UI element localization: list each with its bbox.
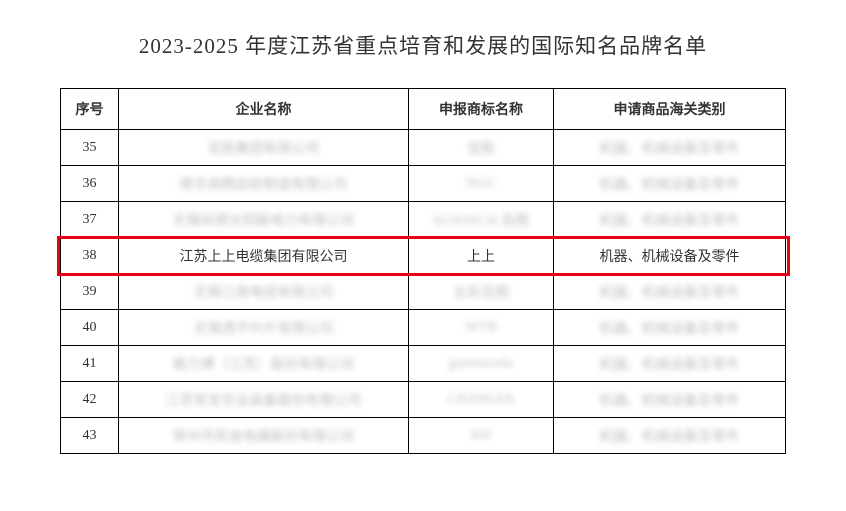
cell-company: 常州市凯迪电器股份有限公司 [119,418,409,454]
cell-category: 机器、机械设备及零件 [554,382,786,418]
cell-company: 无锡尚德太阳能电力有限公司 [119,202,409,238]
cell-trademark: NGC [409,166,554,202]
cell-seq: 37 [61,202,119,238]
table-container: 序号 企业名称 申报商标名称 申请商品海关类别 35宝胜集团有限公司宝胜机器、机… [60,88,786,454]
cell-category: 机器、机械设备及零件 [554,166,786,202]
cell-seq: 36 [61,166,119,202]
cell-seq: 41 [61,346,119,382]
header-category: 申请商品海关类别 [554,89,786,130]
cell-category: 机器、机械设备及零件 [554,238,786,274]
table-row: 42江苏常发农业装备股份有限公司CHANGFA机器、机械设备及零件 [61,382,786,418]
table-row: 41格力博（江苏）股份有限公司greenworks机器、机械设备及零件 [61,346,786,382]
cell-trademark: SUNTECH 及图 [409,202,554,238]
cell-category: 机器、机械设备及零件 [554,274,786,310]
table-row: 38江苏上上电缆集团有限公司上上机器、机械设备及零件 [61,238,786,274]
cell-trademark: 上上 [409,238,554,274]
table-row: 39无锡江南电缆有限公司五彩及图机器、机械设备及零件 [61,274,786,310]
cell-trademark: WTB [409,310,554,346]
brand-list-table: 序号 企业名称 申报商标名称 申请商品海关类别 35宝胜集团有限公司宝胜机器、机… [60,88,786,454]
cell-trademark: greenworks [409,346,554,382]
cell-company: 无锡江南电缆有限公司 [119,274,409,310]
cell-category: 机器、机械设备及零件 [554,202,786,238]
cell-trademark: 宝胜 [409,130,554,166]
cell-seq: 42 [61,382,119,418]
cell-seq: 38 [61,238,119,274]
table-row: 43常州市凯迪电器股份有限公司KD机器、机械设备及零件 [61,418,786,454]
table-row: 35宝胜集团有限公司宝胜机器、机械设备及零件 [61,130,786,166]
cell-company: 宝胜集团有限公司 [119,130,409,166]
cell-company: 江苏常发农业装备股份有限公司 [119,382,409,418]
header-seq: 序号 [61,89,119,130]
cell-category: 机器、机械设备及零件 [554,130,786,166]
cell-category: 机器、机械设备及零件 [554,346,786,382]
cell-seq: 39 [61,274,119,310]
table-row: 36南京高精齿轮制造有限公司NGC机器、机械设备及零件 [61,166,786,202]
cell-company: 格力博（江苏）股份有限公司 [119,346,409,382]
cell-seq: 40 [61,310,119,346]
cell-company: 无锡透平叶片有限公司 [119,310,409,346]
document-title: 2023-2025 年度江苏省重点培育和发展的国际知名品牌名单 [60,30,786,60]
header-company: 企业名称 [119,89,409,130]
cell-trademark: KD [409,418,554,454]
table-header-row: 序号 企业名称 申报商标名称 申请商品海关类别 [61,89,786,130]
header-trademark: 申报商标名称 [409,89,554,130]
cell-seq: 35 [61,130,119,166]
cell-trademark: CHANGFA [409,382,554,418]
cell-seq: 43 [61,418,119,454]
cell-trademark: 五彩及图 [409,274,554,310]
cell-category: 机器、机械设备及零件 [554,418,786,454]
cell-company: 江苏上上电缆集团有限公司 [119,238,409,274]
table-row: 37无锡尚德太阳能电力有限公司SUNTECH 及图机器、机械设备及零件 [61,202,786,238]
cell-company: 南京高精齿轮制造有限公司 [119,166,409,202]
cell-category: 机器、机械设备及零件 [554,310,786,346]
table-row: 40无锡透平叶片有限公司WTB机器、机械设备及零件 [61,310,786,346]
